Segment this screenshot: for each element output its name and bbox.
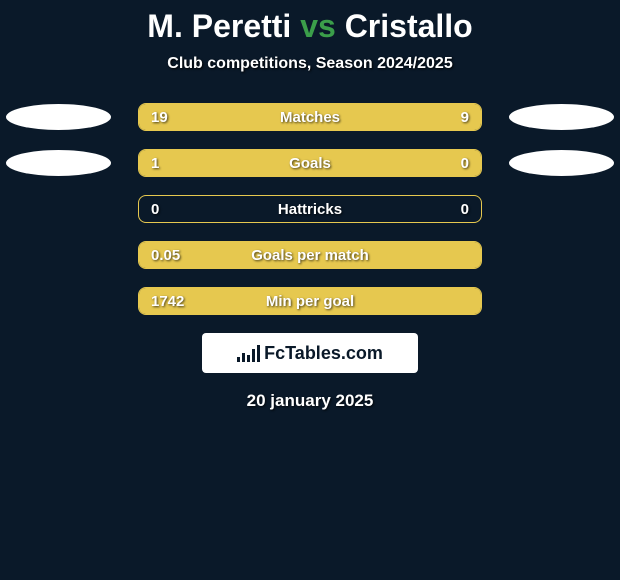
- date-label: 20 january 2025: [0, 391, 620, 411]
- player2-name: Cristallo: [345, 8, 473, 44]
- stat-label: Hattricks: [139, 201, 481, 218]
- subtitle: Club competitions, Season 2024/2025: [0, 55, 620, 73]
- ellipse-left-icon: [6, 150, 111, 176]
- stat-label: Matches: [139, 109, 481, 126]
- stat-bar: 00Hattricks: [138, 195, 482, 223]
- stat-bar: 199Matches: [138, 103, 482, 131]
- chart-icon: [237, 344, 260, 362]
- stat-row: 0.05Goals per match: [0, 241, 620, 269]
- stat-row: 199Matches: [0, 103, 620, 131]
- stat-label: Min per goal: [139, 293, 481, 310]
- player1-name: M. Peretti: [147, 8, 291, 44]
- stat-row: 1742Min per goal: [0, 287, 620, 315]
- comparison-card: M. Peretti vs Cristallo Club competition…: [0, 0, 620, 411]
- stat-label: Goals: [139, 155, 481, 172]
- logo-text: FcTables.com: [264, 343, 383, 364]
- stat-label: Goals per match: [139, 247, 481, 264]
- stat-bar: 10Goals: [138, 149, 482, 177]
- stat-rows: 199Matches 10Goals 00Hattricks 0.05Goals pe…: [0, 103, 620, 315]
- vs-text: vs: [300, 8, 336, 44]
- page-title: M. Peretti vs Cristallo: [0, 8, 620, 45]
- stat-bar: 1742Min per goal: [138, 287, 482, 315]
- stat-row: 00Hattricks: [0, 195, 620, 223]
- stat-bar: 0.05Goals per match: [138, 241, 482, 269]
- fctables-logo[interactable]: FcTables.com: [202, 333, 418, 373]
- ellipse-left-icon: [6, 104, 111, 130]
- ellipse-right-icon: [509, 150, 614, 176]
- stat-row: 10Goals: [0, 149, 620, 177]
- ellipse-right-icon: [509, 104, 614, 130]
